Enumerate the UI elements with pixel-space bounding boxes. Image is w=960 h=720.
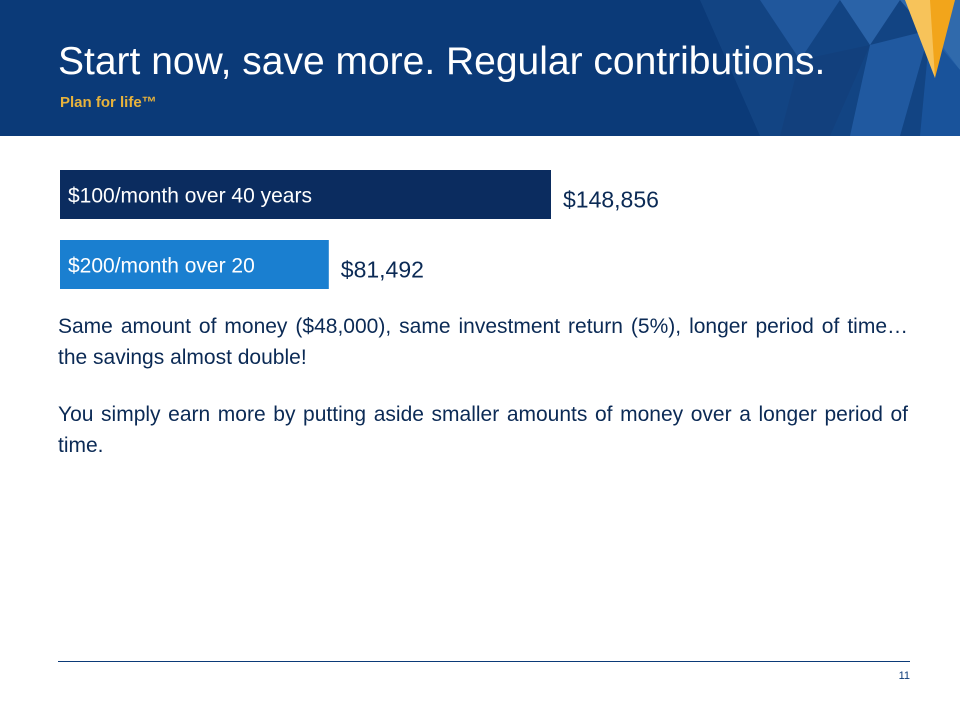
bar-value-label-2: $81,492 [341,257,424,283]
bar-value-label-1: $148,856 [563,187,659,213]
savings-bar-chart: $100/month over 40 years $148,856 $200/mon… [60,170,659,289]
body-paragraph-1: Same amount of money ($48,000), same inv… [58,315,908,369]
header-decoration [700,0,960,136]
page-number: 11 [898,670,910,682]
slide-header: Start now, save more. Regular contributi… [0,0,960,136]
bar-2 [60,240,329,289]
bar-1 [60,170,551,219]
body-paragraph-2: You simply earn more by putting aside sm… [58,403,908,457]
bar-category-label-1: $100/month over 40 years [68,185,312,208]
slide-subtitle: Plan for life™ [60,94,157,111]
slide-title: Start now, save more. Regular contributi… [58,40,826,83]
bar-category-label-2: $200/month over 20 [68,255,255,278]
footer-divider [58,661,910,662]
